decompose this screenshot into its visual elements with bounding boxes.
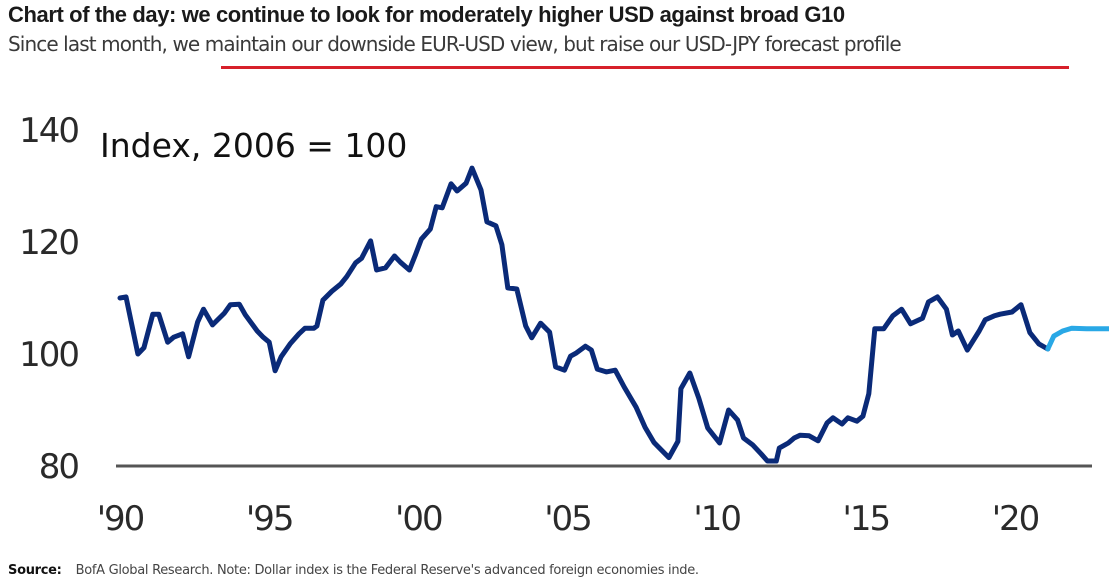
x-tick-label: '10 <box>693 499 740 539</box>
x-tick-label: '00 <box>395 499 442 539</box>
subtitle-highlight: maintain our downside EUR-USD view, but … <box>204 32 902 56</box>
x-tick-label: '15 <box>843 499 890 539</box>
chart-title: Chart of the day: we continue to look fo… <box>8 2 845 27</box>
y-axis-ticks: 80 100 120 140 <box>19 111 80 487</box>
x-tick-label: '90 <box>97 499 144 539</box>
x-axis-ticks: '90 '95 '00 '05 '10 '15 '20 <box>97 499 1041 539</box>
chart-subtitle: Since last month, we maintain our downsi… <box>8 32 902 56</box>
index-annotation: Index, 2006 = 100 <box>100 126 407 165</box>
series-line-forecast <box>1045 325 1109 352</box>
subtitle-underline <box>221 66 1069 69</box>
y-tick-label: 100 <box>19 335 78 375</box>
y-tick-label: 120 <box>19 223 78 263</box>
y-tick-label: 80 <box>39 447 79 487</box>
x-tick-label: '05 <box>544 499 591 539</box>
y-tick-label: 140 <box>19 111 78 151</box>
subtitle-prefix: Since last month, we <box>8 32 205 56</box>
x-tick-label: '95 <box>246 499 293 539</box>
x-tick-label: '20 <box>992 499 1039 539</box>
source-text: BofA Global Research. Note: Dollar index… <box>75 563 699 578</box>
source-note: Source: BofA Global Research. Note: Dolla… <box>8 563 699 578</box>
line-chart: 80 100 120 140 '90 '95 '00 '05 '10 '15 '20 Index,… <box>19 111 1109 539</box>
source-label: Source: <box>8 563 62 578</box>
series-layer <box>117 165 1109 464</box>
series-line-history <box>117 165 1051 464</box>
